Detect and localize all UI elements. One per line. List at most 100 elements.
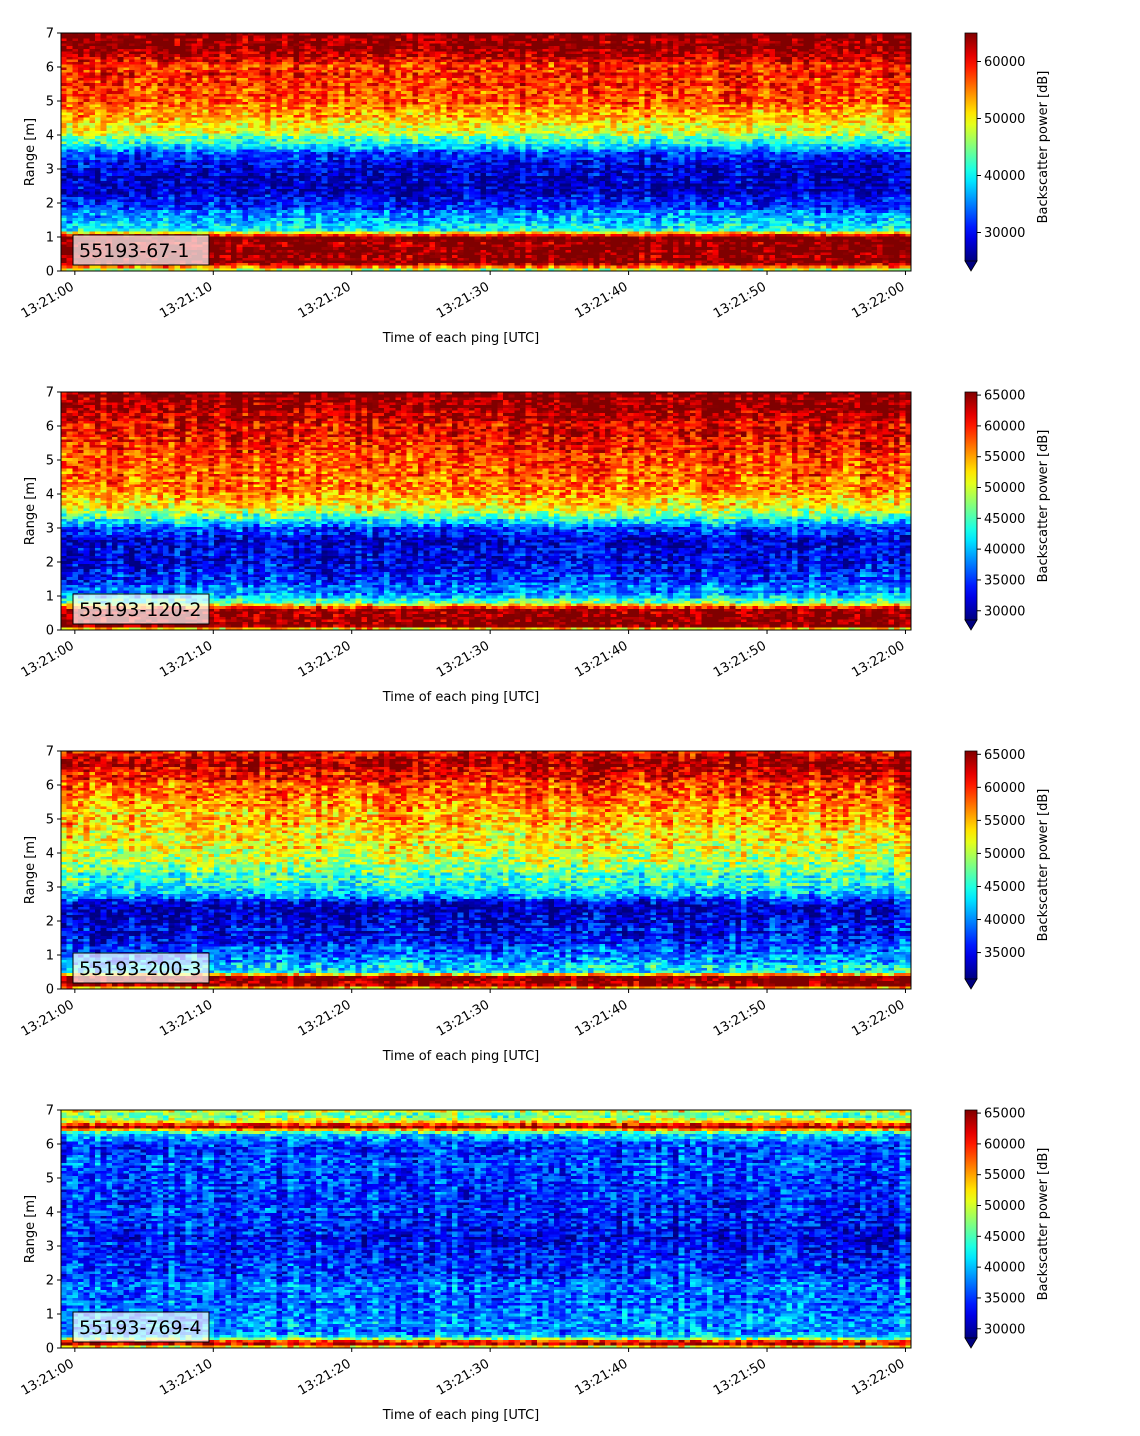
panel-id-box — [72, 1311, 210, 1343]
panel-id-text: 55193-769-4 — [79, 1317, 202, 1339]
x-tick-label: 13:21:50 — [711, 279, 769, 321]
panel-id-box — [72, 952, 210, 984]
colorbar-tick-label: 45000 — [984, 880, 1025, 895]
panel-id-text: 55193-67-1 — [79, 240, 189, 262]
x-tick-label: 13:21:30 — [434, 638, 492, 680]
colorbar-tick-label: 65000 — [984, 748, 1025, 763]
y-axis-label: Range [m] — [23, 836, 38, 904]
y-tick-label: 0 — [46, 265, 54, 280]
colorbar-tick-label: 40000 — [984, 543, 1025, 558]
colorbar-tick-label: 50000 — [984, 112, 1025, 127]
x-axis-label: Time of each ping [UTC] — [382, 331, 540, 346]
colorbar-tick-label: 45000 — [984, 1230, 1025, 1245]
colorbar-tick-label: 50000 — [984, 847, 1025, 862]
y-tick-label: 0 — [46, 983, 54, 998]
colorbar-tick-label: 30000 — [984, 604, 1025, 619]
colorbar-tick-label: 50000 — [984, 481, 1025, 496]
y-tick-label: 6 — [46, 61, 54, 76]
y-tick-label: 3 — [46, 881, 54, 896]
x-axis-label: Time of each ping [UTC] — [382, 1408, 540, 1423]
y-tick-label: 2 — [46, 556, 54, 571]
heatmap-image — [61, 1110, 911, 1348]
plot-frame — [60, 750, 912, 990]
chart-panel: 0 1 2 3 4 5 6 7 13:21:00 13:21:10 13:21:20 13:21:30… — [19, 1104, 1051, 1424]
colorbar: 35000 40000 45000 50000 55000 60000 65000 Backs… — [964, 748, 1051, 990]
y-tick-label: 2 — [46, 915, 54, 930]
heatmap-image — [61, 392, 911, 630]
y-tick-label: 4 — [46, 1206, 54, 1221]
colorbar-extend-arrow — [964, 978, 978, 990]
colorbar-tick-label: 35000 — [984, 1291, 1025, 1306]
colorbar-frame — [964, 391, 978, 620]
y-tick-label: 6 — [46, 1138, 54, 1153]
colorbar: 30000 40000 50000 60000 Backscatter power [d… — [964, 32, 1051, 272]
chart-panel: 0 1 2 3 4 5 6 7 13:21:00 13:21:10 13:21:20 13:21:30… — [19, 386, 1051, 706]
y-tick-label: 4 — [46, 488, 54, 503]
colorbar-tick-label: 30000 — [984, 1322, 1025, 1337]
chart-panel: 0 1 2 3 4 5 6 7 13:21:00 13:21:10 13:21:20 13:21:30… — [19, 27, 1051, 347]
panel-id-text: 55193-200-3 — [79, 958, 202, 980]
colorbar-label: Backscatter power [dB] — [1036, 1148, 1051, 1301]
x-tick-label: 13:21:10 — [157, 279, 215, 321]
colorbar-tick-label: 60000 — [984, 55, 1025, 70]
x-tick-label: 13:21:30 — [434, 1356, 492, 1398]
y-axis-label: Range [m] — [23, 1195, 38, 1263]
colorbar-gradient — [965, 1110, 977, 1338]
colorbar: 30000 35000 40000 45000 50000 55000 60000 65000… — [964, 389, 1051, 631]
colorbar-tick-label: 40000 — [984, 169, 1025, 184]
y-tick-label: 5 — [46, 95, 54, 110]
x-tick-label: 13:22:00 — [849, 1356, 907, 1398]
colorbar-label: Backscatter power [dB] — [1036, 789, 1051, 942]
x-tick-label: 13:21:50 — [711, 997, 769, 1039]
x-tick-label: 13:21:00 — [19, 997, 77, 1039]
plot-frame — [60, 32, 912, 272]
x-axis-label: Time of each ping [UTC] — [382, 690, 540, 705]
x-tick-label: 13:22:00 — [849, 997, 907, 1039]
plot-frame — [60, 1109, 912, 1349]
colorbar-tick-label: 55000 — [984, 450, 1025, 465]
panel-id-label: 55193-200-3 — [72, 952, 210, 984]
plot-frame — [60, 391, 912, 631]
y-tick-label: 7 — [46, 745, 54, 760]
x-tick-label: 13:21:40 — [573, 638, 631, 680]
y-tick-label: 0 — [46, 1342, 54, 1357]
panel-id-label: 55193-120-2 — [72, 593, 210, 625]
colorbar-label: Backscatter power [dB] — [1036, 430, 1051, 583]
colorbar-frame — [964, 1109, 978, 1338]
y-tick-label: 1 — [46, 1308, 54, 1323]
heatmap-image — [61, 33, 911, 271]
x-tick-label: 13:21:40 — [573, 1356, 631, 1398]
panel-id-box — [72, 593, 210, 625]
x-tick-label: 13:22:00 — [849, 279, 907, 321]
y-tick-label: 3 — [46, 1240, 54, 1255]
y-tick-label: 5 — [46, 454, 54, 469]
y-tick-label: 1 — [46, 231, 54, 246]
colorbar-label: Backscatter power [dB] — [1036, 71, 1051, 224]
y-tick-label: 4 — [46, 129, 54, 144]
x-tick-label: 13:21:10 — [157, 1356, 215, 1398]
colorbar-gradient — [965, 751, 977, 979]
x-tick-label: 13:22:00 — [849, 638, 907, 680]
x-tick-label: 13:21:50 — [711, 1356, 769, 1398]
colorbar-tick-label: 55000 — [984, 1168, 1025, 1183]
x-tick-label: 13:21:10 — [157, 997, 215, 1039]
colorbar-tick-label: 40000 — [984, 1261, 1025, 1276]
y-tick-label: 6 — [46, 779, 54, 794]
y-axis-label: Range [m] — [23, 118, 38, 186]
y-tick-label: 5 — [46, 1172, 54, 1187]
x-tick-label: 13:21:30 — [434, 997, 492, 1039]
x-tick-label: 13:21:30 — [434, 279, 492, 321]
colorbar: 30000 35000 40000 45000 50000 55000 60000 65000… — [964, 1107, 1051, 1349]
x-tick-label: 13:21:40 — [573, 997, 631, 1039]
colorbar-tick-label: 40000 — [984, 913, 1025, 928]
y-tick-label: 4 — [46, 847, 54, 862]
colorbar-gradient — [965, 392, 977, 620]
colorbar-frame — [964, 32, 978, 261]
y-tick-label: 1 — [46, 949, 54, 964]
chart-panel: 0 1 2 3 4 5 6 7 13:21:00 13:21:10 13:21:20 13:21:30… — [19, 745, 1051, 1065]
x-tick-label: 13:21:20 — [296, 638, 354, 680]
y-tick-label: 3 — [46, 163, 54, 178]
colorbar-tick-label: 30000 — [984, 226, 1025, 241]
x-tick-label: 13:21:00 — [19, 279, 77, 321]
